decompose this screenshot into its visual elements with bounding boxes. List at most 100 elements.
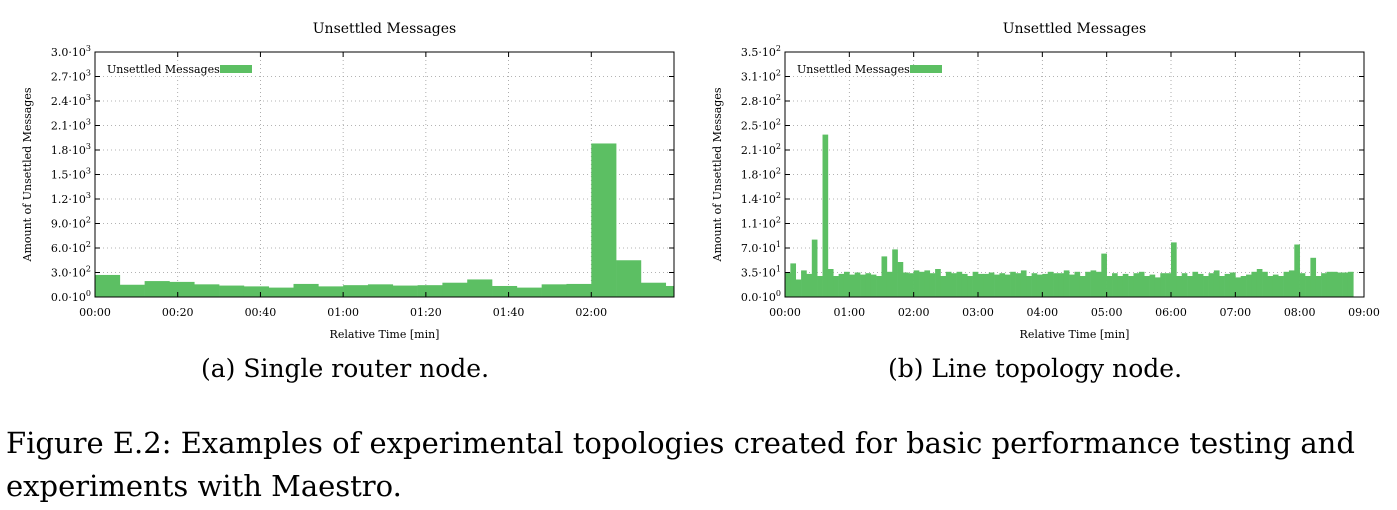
bar bbox=[1020, 270, 1027, 297]
legend-swatch bbox=[910, 65, 942, 73]
bar bbox=[935, 269, 941, 297]
bar bbox=[1004, 274, 1011, 297]
x-tick-label: 04:00 bbox=[1026, 306, 1058, 319]
bar bbox=[1272, 274, 1279, 297]
bar bbox=[1347, 271, 1354, 297]
y-tick-label: 9.0·102 bbox=[51, 216, 91, 231]
bar bbox=[1090, 270, 1097, 297]
legend: Unsettled Messages bbox=[797, 63, 942, 76]
x-tick-label: 09:00 bbox=[1348, 306, 1380, 319]
bar bbox=[1171, 242, 1177, 297]
bar bbox=[1026, 276, 1032, 297]
y-axis-label: Amount of Unsettled Messages bbox=[21, 87, 34, 262]
bar bbox=[95, 274, 121, 297]
bar bbox=[785, 272, 791, 297]
bar bbox=[1262, 271, 1268, 297]
figure-caption: Figure E.2: Examples of experimental top… bbox=[6, 422, 1394, 508]
x-tick-label: 01:00 bbox=[327, 306, 359, 319]
bar bbox=[1176, 276, 1183, 297]
bar bbox=[811, 239, 818, 297]
bar bbox=[1085, 271, 1091, 297]
bar bbox=[1010, 271, 1016, 297]
bar bbox=[1031, 273, 1038, 297]
y-tick-label: 0.0·100 bbox=[741, 289, 781, 304]
bar bbox=[1219, 276, 1225, 297]
bar bbox=[843, 271, 850, 297]
bar bbox=[665, 285, 675, 297]
bar bbox=[983, 273, 990, 297]
bar bbox=[1235, 277, 1241, 297]
x-tick-label: 00:40 bbox=[245, 306, 277, 319]
bar bbox=[1299, 273, 1306, 297]
bar bbox=[169, 281, 195, 297]
y-tick-label: 3.1·102 bbox=[741, 69, 781, 84]
y-tick-label: 3.0·102 bbox=[51, 265, 91, 280]
x-tick-label: 02:00 bbox=[575, 306, 607, 319]
y-tick-label: 2.1·103 bbox=[51, 118, 91, 133]
bar bbox=[1122, 273, 1129, 297]
bar bbox=[876, 276, 882, 297]
bar bbox=[119, 284, 145, 297]
bar bbox=[1337, 272, 1343, 297]
bar bbox=[1106, 276, 1113, 297]
chart-svg: Unsettled Messages 0.0·100 3.5·101 7.0·101 1… bbox=[711, 21, 1380, 341]
bar bbox=[1342, 272, 1349, 297]
bar bbox=[1278, 276, 1284, 297]
bar bbox=[870, 274, 877, 297]
y-tick-label: 1.1·102 bbox=[741, 216, 781, 231]
bar bbox=[854, 272, 861, 297]
x-tick-label: 00:20 bbox=[162, 306, 194, 319]
x-axis-label: Relative Time [min] bbox=[330, 328, 440, 341]
bar bbox=[343, 285, 369, 297]
bar bbox=[865, 273, 872, 297]
bar bbox=[467, 279, 493, 297]
bar bbox=[616, 260, 642, 297]
bar bbox=[822, 134, 829, 297]
bar bbox=[219, 285, 245, 297]
bar bbox=[988, 272, 995, 297]
bar bbox=[1074, 271, 1081, 297]
y-tick-label: 7.0·101 bbox=[741, 240, 781, 255]
bar bbox=[1165, 273, 1172, 297]
bar bbox=[144, 281, 170, 297]
bar bbox=[956, 271, 963, 297]
bar bbox=[940, 276, 947, 297]
bar bbox=[929, 273, 936, 297]
x-tick-label: 01:40 bbox=[493, 306, 525, 319]
bar bbox=[886, 271, 893, 297]
bar bbox=[1095, 271, 1102, 297]
bar bbox=[924, 270, 931, 297]
bar bbox=[1101, 253, 1107, 297]
bar bbox=[967, 276, 973, 297]
bar bbox=[1208, 273, 1215, 297]
bar bbox=[1294, 244, 1300, 297]
bar bbox=[1256, 269, 1263, 297]
y-tick-label: 2.5·102 bbox=[741, 118, 781, 133]
figure-caption-line-1: Figure E.2: Examples of experimental top… bbox=[6, 426, 1355, 460]
bar bbox=[1331, 271, 1338, 297]
x-tick-label: 08:00 bbox=[1284, 306, 1316, 319]
y-tick-label: 3.5·101 bbox=[741, 265, 781, 280]
chart-svg: Unsettled Messages 0.0·100 3.0·102 6.0·102 9… bbox=[21, 21, 675, 341]
chart-line-topology: Unsettled Messages 0.0·100 3.5·101 7.0·101 1… bbox=[690, 0, 1380, 400]
bar bbox=[268, 287, 294, 297]
bar bbox=[1192, 271, 1199, 297]
bar bbox=[919, 271, 925, 297]
bar bbox=[1321, 273, 1327, 297]
bar bbox=[1240, 276, 1247, 297]
y-tick-label: 2.4·103 bbox=[51, 93, 91, 108]
y-tick-label: 1.4·102 bbox=[741, 191, 781, 206]
chart-title: Unsettled Messages bbox=[313, 21, 456, 37]
bar bbox=[892, 249, 898, 297]
bar bbox=[860, 274, 866, 297]
bar bbox=[833, 276, 839, 297]
bar bbox=[1112, 273, 1118, 297]
bar bbox=[827, 269, 834, 297]
bar bbox=[817, 276, 823, 297]
y-axis-label: Amount of Unsettled Messages bbox=[711, 87, 724, 262]
bar bbox=[838, 273, 845, 297]
bar bbox=[640, 282, 667, 297]
y-tick-label: 6.0·102 bbox=[51, 240, 91, 255]
x-tick-label: 00:00 bbox=[769, 306, 801, 319]
bar bbox=[1160, 273, 1166, 297]
